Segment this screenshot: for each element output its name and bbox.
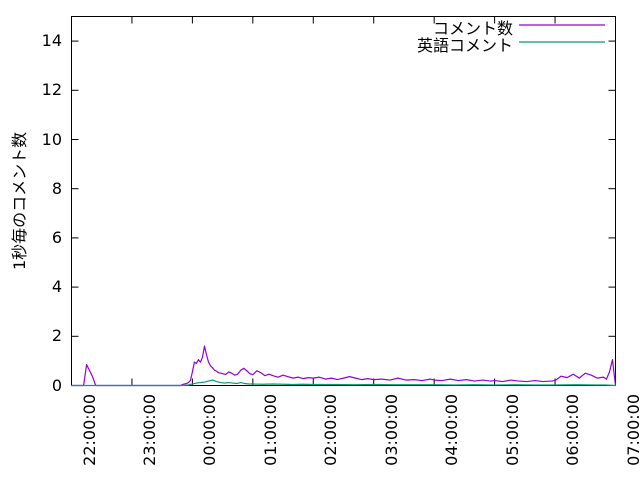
legend-label-2: 英語コメント [355,32,513,56]
x-tick-label: 05:00:00 [503,394,522,504]
y-tick-label: 8 [22,179,62,198]
x-tick-label: 00:00:00 [200,394,219,504]
y-tick-label: 10 [22,130,62,149]
x-tick-label: 01:00:00 [261,394,280,504]
y-tick-label: 0 [22,376,62,395]
x-tick-label: 06:00:00 [563,394,582,504]
y-tick-label: 12 [22,80,62,99]
x-tick-label: 22:00:00 [80,394,99,504]
x-tick-label: 04:00:00 [442,394,461,504]
y-tick-label: 6 [22,228,62,247]
y-tick-label: 14 [22,31,62,50]
x-tick-label: 07:00:00 [624,394,640,504]
x-tick-label: 03:00:00 [382,394,401,504]
y-tick-label: 4 [22,277,62,296]
x-tick-label: 23:00:00 [140,394,159,504]
y-axis-label: 1秒毎のコメント数 [6,132,30,270]
y-tick-label: 2 [22,326,62,345]
x-tick-label: 02:00:00 [321,394,340,504]
